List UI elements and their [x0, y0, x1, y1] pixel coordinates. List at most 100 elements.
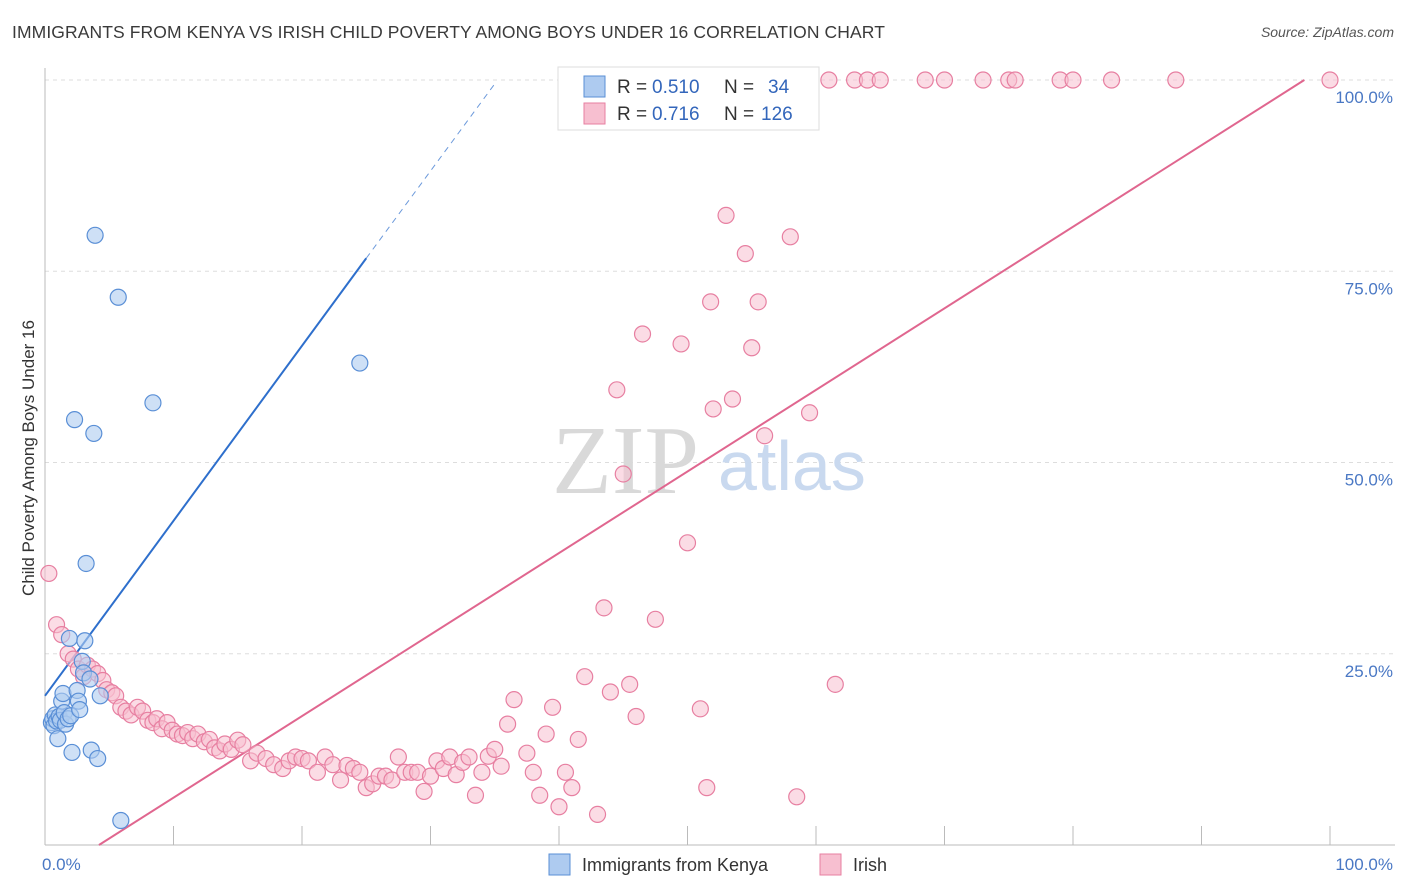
irish-point	[308, 763, 327, 781]
irish-point	[569, 730, 587, 749]
irish-point	[826, 675, 844, 693]
correlation-legend: R = 0.510 N = 34 R = 0.716 N = 126	[557, 66, 820, 131]
irish-point	[421, 767, 440, 785]
kenya-points	[42, 226, 369, 830]
kenya-point	[49, 730, 67, 748]
irish-point	[531, 786, 549, 804]
irish-point	[588, 805, 607, 824]
irish-point	[556, 763, 575, 781]
legend-r-value-irish: 0.716	[652, 104, 700, 125]
series-legend-swatch-kenya	[548, 853, 571, 876]
irish-point	[974, 71, 992, 89]
kenya-point	[109, 288, 127, 306]
y-tick-label-25: 25.0%	[1345, 662, 1393, 681]
x-tick-label-100: 100.0%	[1335, 855, 1393, 874]
irish-point	[40, 564, 58, 583]
y-tick-label-100: 100.0%	[1335, 88, 1393, 107]
irish-point	[234, 736, 252, 754]
kenya-point	[89, 749, 107, 768]
irish-point	[614, 465, 632, 483]
legend-swatch-kenya	[583, 75, 606, 98]
y-tick-labels: 25.0% 50.0% 75.0% 100.0%	[1335, 88, 1393, 681]
legend-n-value-kenya: 34	[768, 77, 790, 98]
irish-point	[691, 700, 709, 718]
irish-point	[505, 691, 523, 709]
series-legend-swatch-irish	[819, 853, 842, 876]
watermark-atlas: atlas	[718, 427, 866, 505]
y-axis-label: Child Poverty Among Boys Under 16	[19, 320, 38, 596]
irish-point	[595, 599, 613, 617]
watermark: ZIP atlas	[552, 407, 866, 515]
gridlines	[45, 79, 1395, 655]
irish-point	[460, 748, 478, 766]
irish-point	[466, 786, 485, 804]
irish-point	[608, 381, 626, 399]
chart-title: IMMIGRANTS FROM KENYA VS IRISH CHILD POV…	[12, 22, 885, 42]
legend-r-value-kenya: 0.510	[652, 77, 700, 98]
irish-point	[1321, 71, 1339, 89]
kenya-point	[71, 700, 89, 719]
irish-point	[916, 71, 934, 89]
x-tick-labels: 0.0% 100.0%	[42, 855, 1393, 874]
irish-point	[704, 400, 722, 418]
watermark-zip: ZIP	[552, 407, 699, 515]
legend-n-label-irish: N =	[724, 104, 754, 125]
kenya-point	[81, 670, 99, 688]
irish-point	[543, 698, 562, 716]
irish-point	[820, 71, 838, 89]
legend-r-label-irish: R =	[617, 104, 647, 125]
kenya-point	[86, 226, 104, 244]
irish-point	[1006, 71, 1024, 89]
irish-point	[743, 339, 761, 357]
irish-point	[749, 293, 767, 311]
irish-point	[524, 763, 542, 781]
irish-point	[299, 752, 318, 770]
irish-point	[601, 683, 620, 701]
irish-point	[415, 782, 433, 801]
irish-point	[537, 725, 555, 743]
irish-point	[736, 245, 754, 263]
y-tick-label-50: 50.0%	[1345, 471, 1393, 490]
irish-point	[781, 228, 799, 246]
irish-point	[499, 715, 517, 733]
irish-points	[40, 71, 1339, 824]
kenya-point	[112, 811, 130, 830]
irish-point	[717, 206, 735, 225]
series-legend-label-irish: Irish	[853, 855, 887, 875]
kenya-point	[91, 687, 109, 705]
legend-n-value-irish: 126	[761, 104, 793, 125]
irish-point	[646, 610, 664, 628]
irish-point	[1064, 71, 1082, 89]
kenya-point	[351, 354, 369, 372]
series-legend: Immigrants from Kenya Irish	[548, 853, 887, 876]
irish-point	[633, 325, 652, 343]
irish-point	[702, 293, 720, 311]
kenya-point	[63, 743, 81, 762]
series-legend-label-kenya: Immigrants from Kenya	[582, 855, 769, 875]
x-tick-label-0: 0.0%	[42, 855, 81, 874]
irish-point	[486, 740, 504, 758]
irish-point	[473, 763, 491, 781]
kenya-point	[60, 629, 79, 648]
irish-point	[389, 748, 407, 766]
irish-point	[1167, 71, 1185, 89]
irish-point	[563, 779, 581, 797]
irish-point	[492, 757, 510, 775]
irish-point	[331, 771, 350, 789]
irish-point	[627, 707, 645, 726]
irish-point	[678, 534, 697, 552]
legend-swatch-irish	[583, 102, 606, 125]
irish-point	[788, 788, 806, 806]
legend-n-label-kenya: N =	[724, 77, 754, 98]
trend-line-kenya-extension	[365, 83, 496, 259]
irish-point	[621, 675, 639, 693]
legend-r-label-kenya: R =	[617, 77, 647, 98]
kenya-point	[54, 684, 72, 703]
trend-line-irish	[98, 79, 1305, 846]
irish-point	[518, 744, 536, 762]
trend-lines	[44, 79, 1305, 846]
irish-point	[800, 404, 819, 422]
irish-point	[383, 771, 401, 789]
irish-point	[723, 390, 742, 408]
